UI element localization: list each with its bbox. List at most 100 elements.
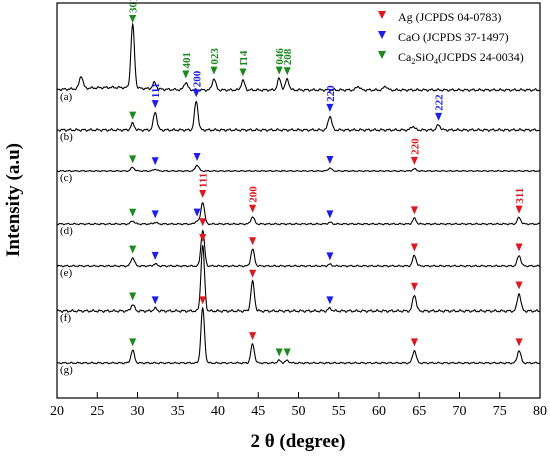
- xrd-traces: (a) (b) (c) (d) (e) (f) (g): [56, 22, 541, 376]
- peak-label: 311: [514, 188, 526, 204]
- peak-label: 111: [150, 83, 162, 98]
- peak-marker-ag: [249, 269, 257, 278]
- legend-marker-cs: [378, 51, 386, 59]
- peak-marker-ag: [410, 156, 418, 165]
- peak-marker-ag: [249, 332, 257, 341]
- peak-marker-cao: [326, 103, 334, 112]
- trace-label: (a): [60, 91, 73, 103]
- peak-label: 111: [198, 173, 210, 188]
- legend-text-part: (JCPDS 24-0034): [438, 50, 524, 64]
- peak-marker-cs: [239, 68, 247, 77]
- peak-marker-cao: [435, 112, 443, 121]
- peak-marker-cao: [326, 156, 334, 164]
- peak-marker-ag: [515, 205, 523, 214]
- legend-text-part: 2: [411, 57, 415, 66]
- peak-marker-cs: [182, 70, 190, 79]
- xrd-trace: [56, 22, 540, 92]
- legend-label-cao: CaO (JCPDS 37-1497): [398, 30, 509, 44]
- peak-marker-ag: [249, 204, 257, 213]
- xrd-trace: [56, 100, 541, 132]
- peak-label: 200: [248, 186, 260, 203]
- xrd-trace: [56, 306, 541, 365]
- peak-marker-cs: [129, 245, 137, 254]
- peak-marker-cs: [283, 348, 291, 357]
- x-tick-label: 65: [412, 404, 426, 419]
- x-tick-label: 35: [171, 404, 185, 419]
- peak-marker-cao: [193, 208, 201, 217]
- peak-marker-cs: [275, 66, 283, 75]
- trace-label: (d): [60, 225, 73, 237]
- legend-label-ag: Ag (JCPDS 04-0783): [398, 10, 501, 24]
- peak-marker-ag: [515, 281, 523, 290]
- peak-marker-ag: [199, 234, 207, 242]
- legend-marker-ag: [378, 11, 386, 19]
- legend-text-part: SiO: [415, 50, 434, 64]
- x-tick-label: 40: [211, 404, 225, 419]
- peak-marker-ag: [199, 189, 207, 198]
- xrd-trace: [56, 245, 541, 313]
- trace-label: (b): [60, 131, 73, 143]
- trace-label: (c): [60, 172, 73, 184]
- peak-marker-cao: [326, 210, 334, 219]
- x-axis-title: 2 θ (degree): [250, 431, 345, 452]
- peak-marker-cao: [151, 210, 159, 219]
- peak-label: 200: [191, 70, 203, 87]
- peak-marker-ag: [410, 243, 418, 252]
- peak-marker-cs: [129, 292, 137, 301]
- x-tick-label: 70: [453, 404, 467, 419]
- xrd-trace: [56, 164, 541, 173]
- peak-marker-cs: [275, 348, 283, 357]
- peak-marker-cao: [151, 296, 159, 305]
- peak-label: 220: [325, 85, 337, 102]
- peak-marker-cao: [151, 100, 159, 109]
- peak-marker-cao: [151, 157, 159, 166]
- x-tick-label: 60: [372, 404, 386, 419]
- legend-label-cs: Ca2SiO4(JCPDS 24-0034): [398, 50, 524, 66]
- trace-label: (g): [60, 364, 73, 376]
- peak-label: 401: [181, 52, 193, 69]
- peak-marker-cao: [326, 252, 334, 261]
- x-tick-label: 30: [131, 404, 145, 419]
- x-tick-label: 55: [332, 404, 346, 419]
- trace-label: (e): [60, 267, 73, 279]
- peak-marker-cao: [326, 296, 334, 305]
- peak-label: 1̄14: [238, 50, 250, 66]
- peak-label: 208: [282, 48, 294, 65]
- peak-marker-cao: [193, 153, 201, 161]
- x-tick-label: 20: [50, 404, 64, 419]
- y-axis-title: Intensity (a.u): [3, 143, 24, 257]
- peak-label: 222: [434, 94, 446, 111]
- peak-marker-ag: [515, 243, 523, 252]
- x-tick-label: 45: [251, 404, 265, 419]
- peak-marker-cs: [210, 66, 218, 75]
- peak-label: 046: [274, 48, 286, 65]
- peak-label: 220: [409, 138, 421, 155]
- peak-marker-ag: [410, 282, 418, 291]
- x-tick-label: 80: [533, 404, 547, 419]
- xrd-trace: [56, 201, 541, 226]
- x-tick-label: 25: [90, 404, 104, 419]
- peak-label: 301: [128, 0, 140, 13]
- peak-marker-cs: [129, 155, 137, 164]
- peak-marker-ag: [249, 237, 257, 246]
- peak-marker-cs: [283, 67, 291, 76]
- peak-label: 023: [209, 48, 221, 65]
- x-axis-ticks: 20 25 30 35 40 45 50 55 60 65 70 75 80: [50, 392, 547, 419]
- xrd-trace: [56, 229, 541, 268]
- legend-marker-cao: [378, 31, 386, 39]
- peak-marker-cs: [129, 111, 137, 120]
- legend-text-part: Ca: [398, 50, 412, 64]
- peak-marker-cao: [192, 89, 200, 98]
- peak-marker-cao: [151, 251, 159, 260]
- peak-marker-ag: [410, 206, 418, 215]
- x-tick-label: 75: [493, 404, 507, 419]
- peak-marker-cs: [129, 338, 137, 347]
- peak-marker-ag: [515, 338, 523, 347]
- legend: Ag (JCPDS 04-0783) CaO (JCPDS 37-1497) Ca2…: [378, 10, 524, 66]
- peak-marker-cs: [129, 15, 137, 23]
- legend-text-part: 4: [434, 57, 438, 66]
- peak-marker-ag: [410, 338, 418, 347]
- x-tick-label: 50: [292, 404, 306, 419]
